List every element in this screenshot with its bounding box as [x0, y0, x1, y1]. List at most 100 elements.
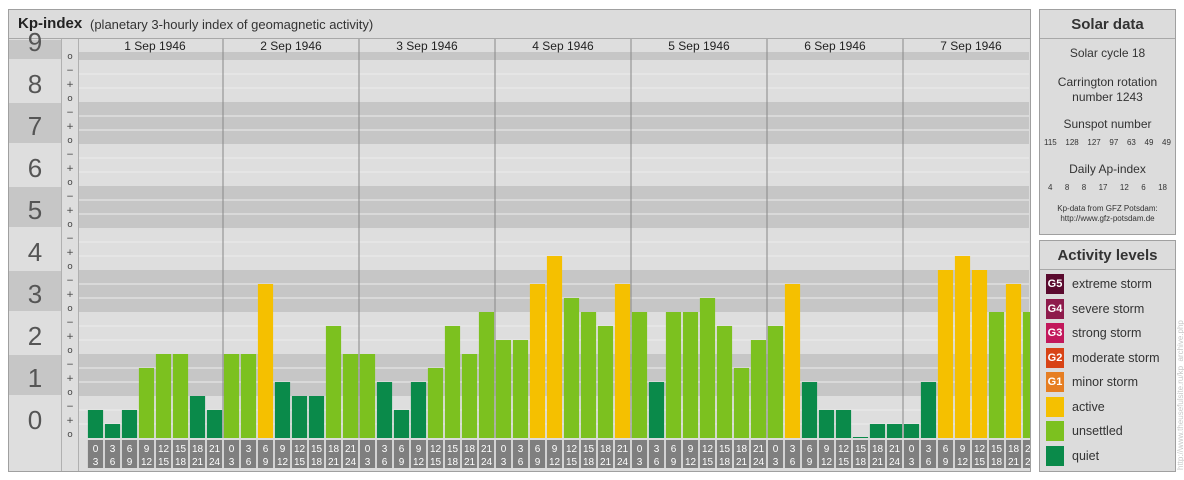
slot-start-label: 9: [416, 444, 422, 455]
slot-start-label: 6: [807, 444, 813, 455]
day-label: 2 Sep 1946: [260, 39, 322, 53]
y-band-bg-3: [9, 271, 61, 311]
sunspot-label: Sunspot number: [1063, 117, 1152, 131]
kp-bar: [104, 424, 121, 438]
y-tick-label: 2: [28, 321, 42, 351]
slot-end-label: 24: [1025, 457, 1030, 468]
legend-swatch: [1046, 445, 1064, 466]
kp-band-8: [79, 60, 1029, 102]
y-band-bg-6: [9, 145, 61, 185]
slot-start-label: 3: [246, 444, 252, 455]
minor-tick-label: +: [66, 206, 74, 216]
ap-value: 12: [1119, 183, 1129, 192]
slot-start-label: 21: [753, 444, 765, 455]
slot-end-label: 12: [957, 457, 969, 468]
slot-label-box: [189, 440, 206, 468]
slot-label-box: [138, 440, 155, 468]
day-label: 6 Sep 1946: [804, 39, 866, 53]
kp-bar: [665, 312, 682, 438]
slot-label-box: [223, 440, 240, 468]
legend-item-severe-storm: G4 severe storm: [1046, 298, 1172, 319]
slot-start-label: 21: [617, 444, 629, 455]
slot-label-box: [563, 440, 580, 468]
day-label: 1 Sep 1946: [124, 39, 186, 53]
slot-end-label: 3: [909, 457, 915, 468]
slot-end-label: 12: [141, 457, 153, 468]
kp-bar: [835, 409, 852, 438]
slot-end-label: 18: [583, 457, 595, 468]
slot-start-label: 15: [991, 444, 1003, 455]
ap-value: 8: [1081, 183, 1087, 192]
carrington-line1: Carrington rotation: [1057, 75, 1158, 89]
kp-bar: [512, 340, 529, 438]
y-band-bg-0: [9, 397, 61, 437]
slot-label-box: [155, 440, 172, 468]
slot-start-label: 21: [481, 444, 493, 455]
slot-label-box: [665, 440, 682, 468]
slot-end-label: 6: [518, 457, 524, 468]
kp-bar: [461, 354, 478, 438]
y-band-bg-2: [9, 313, 61, 353]
kp-bar: [1022, 312, 1030, 438]
ap-values: 4 8 8 17 12 6 18: [1048, 183, 1167, 192]
ap-label: Daily Ap-index: [1069, 162, 1146, 176]
y-tick-label: 6: [28, 153, 42, 183]
kp-band-5: [79, 186, 1029, 228]
slot-start-label: 15: [855, 444, 867, 455]
slot-end-label: 6: [790, 457, 796, 468]
minor-tick-label: o: [67, 178, 73, 188]
slot-end-label: 18: [991, 457, 1003, 468]
kp-chart: 0123456789o+−o+−o+−o+−o+−o+−o+−o+−o+−o1 …: [9, 27, 1030, 471]
slot-end-label: 9: [943, 457, 949, 468]
kp-bar: [971, 270, 988, 438]
kp-bar: [597, 325, 614, 438]
slot-start-label: 3: [382, 444, 388, 455]
kp-band-7: [79, 102, 1029, 144]
slot-end-label: 24: [209, 457, 221, 468]
minor-tick-label: −: [66, 150, 74, 160]
legend-label: minor storm: [1072, 375, 1138, 389]
kp-bar: [631, 312, 648, 438]
slot-start-label: 9: [280, 444, 286, 455]
sunspot-value: 49: [1162, 138, 1171, 147]
slot-end-label: 21: [736, 457, 748, 468]
credit-link[interactable]: http://www.gfz-potsdam.de: [1060, 214, 1155, 223]
kp-bar: [648, 382, 665, 438]
kp-bar: [121, 409, 138, 438]
kp-bar: [954, 256, 971, 438]
y-tick-label: 1: [28, 363, 42, 393]
slot-start-label: 6: [263, 444, 269, 455]
activity-levels-panel: Activity levels G5 extreme storm G4 severe …: [1039, 240, 1176, 472]
kp-bar: [563, 298, 580, 438]
kp-bar: [818, 409, 835, 438]
carrington-line2: number 1243: [1072, 90, 1143, 104]
slot-label-box: [597, 440, 614, 468]
sunspot-value: 127: [1087, 138, 1101, 147]
kp-bar: [172, 354, 189, 438]
kp-bar: [342, 354, 359, 438]
slot-end-label: 15: [158, 457, 170, 468]
slot-label-box: [716, 440, 733, 468]
slot-label-box: [359, 440, 376, 468]
solar-data-title: Solar data: [1071, 16, 1144, 33]
kp-bar: [988, 312, 1005, 438]
slot-start-label: 12: [158, 444, 170, 455]
slot-start-label: 0: [93, 444, 99, 455]
slot-end-label: 9: [263, 457, 269, 468]
kp-bar: [206, 409, 223, 438]
sunspot-value: 97: [1109, 138, 1119, 147]
slot-label-box: [886, 440, 903, 468]
slot-end-label: 21: [192, 457, 204, 468]
sunspot-value: 63: [1126, 138, 1136, 147]
kp-bar: [410, 382, 427, 438]
legend-label: unsettled: [1072, 424, 1123, 438]
watermark-url: http://www.theusefulsite.ru/kp_archive.p…: [1176, 320, 1184, 470]
slot-label-box: [410, 440, 427, 468]
slot-start-label: 6: [535, 444, 541, 455]
legend-item-extreme-storm: G5 extreme storm: [1046, 274, 1172, 294]
slot-label-box: [920, 440, 937, 468]
ap-value: 4: [1048, 183, 1053, 192]
slot-end-label: 3: [93, 457, 99, 468]
kp-bar: [291, 396, 308, 438]
slot-end-label: 15: [294, 457, 306, 468]
